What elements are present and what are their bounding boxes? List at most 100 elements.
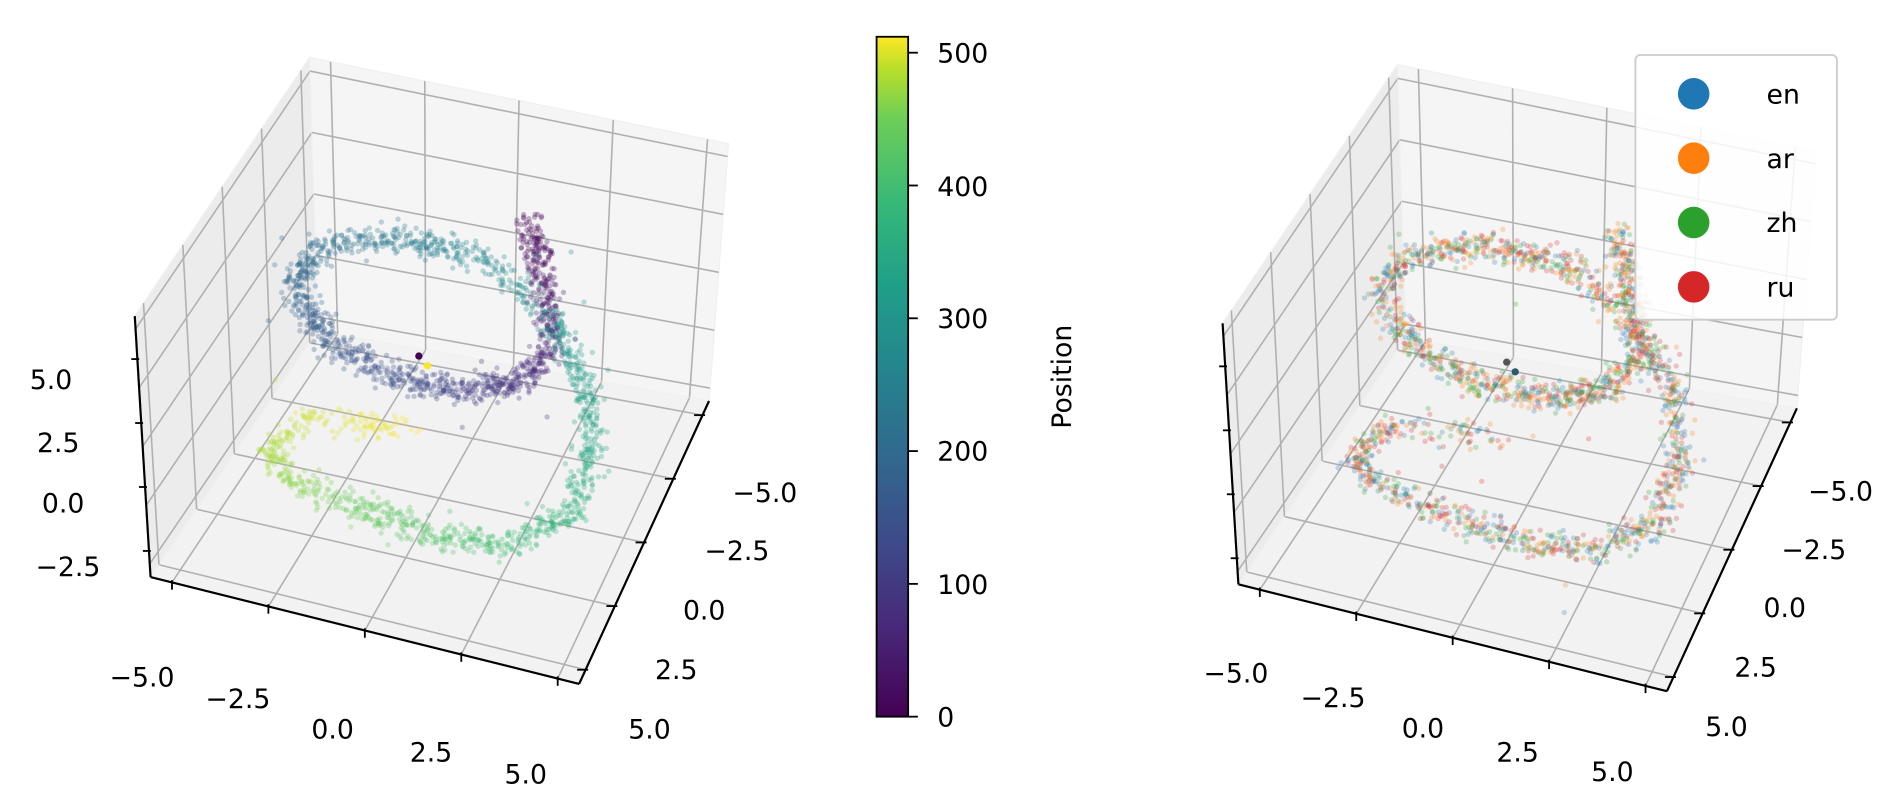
scatter-point <box>1643 532 1649 538</box>
scatter-point <box>328 479 334 486</box>
scatter-point <box>1529 535 1535 541</box>
scatter-point <box>1654 539 1660 545</box>
scatter-point <box>491 375 498 382</box>
scatter-point <box>326 320 332 327</box>
scatter-point <box>534 236 540 242</box>
scatter-point <box>1670 527 1676 534</box>
scatter-point <box>516 282 523 288</box>
scatter-point <box>1402 491 1408 497</box>
scatter-point <box>364 370 371 376</box>
scatter-point <box>541 309 547 315</box>
scatter-point <box>1578 382 1584 389</box>
scatter-point <box>569 489 575 496</box>
left-panes <box>134 55 730 685</box>
scatter-point <box>412 239 418 245</box>
scatter-point <box>540 245 547 251</box>
scatter-point <box>315 333 322 340</box>
scatter-point <box>529 271 535 278</box>
scatter-point <box>586 477 592 483</box>
scatter-point <box>536 287 542 293</box>
scatter-point <box>289 460 296 466</box>
scatter-point <box>1587 393 1593 400</box>
scatter-point <box>290 302 297 309</box>
scatter-point <box>553 320 560 327</box>
scatter-point <box>490 370 496 377</box>
scatter-point <box>1529 267 1535 273</box>
scatter-point <box>580 433 586 440</box>
scatter-point <box>352 499 358 505</box>
scatter-point <box>1558 269 1565 276</box>
scatter-point <box>1557 261 1563 268</box>
scatter-point <box>359 516 366 523</box>
scatter-point <box>486 384 492 390</box>
scatter-point <box>1534 542 1540 549</box>
scatter-point <box>581 406 587 412</box>
scatter-point <box>535 352 541 359</box>
scatter-point <box>1491 512 1497 519</box>
scatter-point <box>1558 545 1564 552</box>
scatter-point <box>276 472 283 478</box>
colorbar-tick-label: 200 <box>937 436 988 467</box>
scatter-point <box>589 487 595 494</box>
scatter-point <box>1482 242 1489 248</box>
scatter-point <box>1376 448 1382 455</box>
scatter-point <box>514 217 520 223</box>
scatter-point <box>1338 460 1344 466</box>
scatter-point <box>300 481 306 487</box>
scatter-point <box>576 426 583 433</box>
scatter-point <box>378 427 385 433</box>
scatter-point <box>477 247 483 253</box>
scatter-point <box>549 525 555 531</box>
scatter-point <box>438 390 444 397</box>
scatter-point <box>320 330 326 336</box>
y-tick-label: 2.5 <box>1734 653 1776 684</box>
scatter-point <box>380 243 386 250</box>
scatter-point <box>282 302 288 309</box>
scatter-point <box>565 345 572 351</box>
scatter-point <box>454 251 461 258</box>
scatter-point <box>406 374 413 380</box>
scatter-point <box>376 520 382 527</box>
scatter-point <box>503 380 509 387</box>
scatter-point <box>486 271 493 278</box>
scatter-point <box>489 271 495 278</box>
scatter-point <box>526 343 533 350</box>
scatter-point <box>1634 330 1640 336</box>
scatter-point <box>338 426 344 432</box>
scatter-point <box>1427 262 1433 268</box>
scatter-point <box>338 353 345 359</box>
scatter-point <box>422 239 428 245</box>
scatter-point <box>459 259 466 265</box>
scatter-point <box>548 249 554 255</box>
scatter-point <box>389 516 396 523</box>
scatter-point <box>561 504 567 510</box>
scatter-point <box>404 243 410 249</box>
scatter-point <box>475 543 481 549</box>
scatter-point <box>1410 252 1416 258</box>
scatter-point <box>329 319 336 325</box>
scatter-point <box>1432 356 1438 362</box>
scatter-point <box>1667 519 1673 525</box>
grid-line <box>142 193 315 447</box>
scatter-point <box>565 523 572 529</box>
scatter-point <box>309 259 315 265</box>
scatter-point <box>321 352 327 359</box>
scatter-point <box>549 508 556 514</box>
scatter-point <box>359 495 366 501</box>
scatter-point <box>555 310 562 317</box>
scatter-point <box>265 466 272 472</box>
scatter-point <box>314 476 320 482</box>
scatter-point <box>475 380 482 386</box>
scatter-point <box>509 546 516 552</box>
scatter-point <box>279 289 285 296</box>
scatter-point <box>1397 274 1403 280</box>
scatter-point <box>382 421 389 427</box>
scatter-point <box>343 496 350 502</box>
scatter-point <box>311 271 317 278</box>
scatter-point <box>556 338 563 344</box>
legend-marker-ar <box>1677 142 1710 174</box>
scatter-point <box>367 507 373 513</box>
scatter-point <box>480 249 487 256</box>
scatter-point <box>547 320 554 326</box>
scatter-point <box>405 508 411 515</box>
